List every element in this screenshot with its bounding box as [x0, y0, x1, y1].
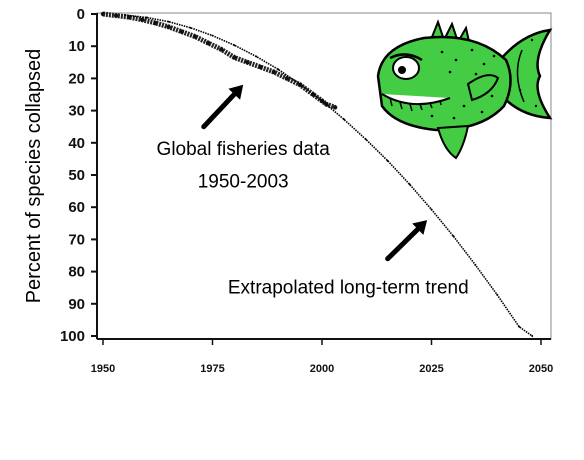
data-point-extrapolated	[233, 44, 236, 47]
series-layer	[100, 11, 534, 337]
data-point-extrapolated	[321, 99, 323, 102]
data-point-observed	[332, 105, 338, 110]
data-point-extrapolated	[408, 183, 411, 186]
y-tick-label: 80	[68, 264, 85, 281]
data-point-observed	[284, 76, 290, 81]
x-tick-label: 2025	[419, 363, 443, 375]
y-tick-label: 100	[60, 328, 85, 345]
y-tick-label: 0	[77, 6, 85, 23]
arrow-shaft	[385, 226, 421, 262]
data-point-extrapolated	[255, 55, 258, 58]
data-point-extrapolated	[496, 293, 499, 296]
y-ticks: 0 10 20 30 40 50 60 70 80 90 100	[60, 6, 97, 345]
series-line-observed	[102, 11, 336, 110]
annotation-label: Extrapolated long-term trend	[228, 278, 469, 299]
data-point-observed	[153, 20, 158, 26]
data-point-observed	[113, 13, 119, 18]
annotation-layer: Global fisheries data 1950-2003 Extrapolat…	[157, 139, 469, 298]
data-point-observed	[258, 64, 263, 70]
data-point-observed	[271, 69, 277, 75]
cartoon-fish-icon	[376, 19, 553, 160]
x-ticks: 1950 1975 2000 2025 2050	[91, 339, 553, 375]
data-point-observed	[100, 11, 106, 17]
data-point-observed	[192, 34, 198, 39]
data-point-extrapolated	[474, 263, 477, 266]
data-point-extrapolated	[299, 83, 302, 86]
data-point-extrapolated	[364, 138, 367, 141]
y-tick-label: 60	[68, 199, 85, 216]
data-point-extrapolated	[277, 68, 280, 71]
arrow-layer	[201, 84, 428, 262]
annotation-label: Global fisheries data	[157, 139, 331, 160]
series-line-extrapolated	[124, 14, 533, 337]
arrow-head	[228, 84, 244, 100]
data-point-extrapolated	[531, 335, 534, 337]
data-point-extrapolated	[518, 325, 521, 328]
data-point-extrapolated	[167, 20, 170, 23]
data-point-extrapolated	[386, 159, 389, 162]
y-tick-label: 50	[68, 167, 85, 184]
data-point-observed	[232, 55, 237, 60]
x-tick-label: 1975	[200, 363, 224, 375]
data-point-extrapolated	[342, 118, 345, 121]
y-axis-title: Percent of species collapsed	[23, 49, 45, 304]
arrow-shaft	[201, 91, 237, 130]
x-tick-label: 2050	[529, 363, 553, 375]
data-point-extrapolated	[123, 13, 126, 16]
y-tick-label: 90	[68, 296, 85, 313]
y-tick-label: 70	[68, 231, 85, 248]
annotation-label: 1950-2003	[198, 171, 289, 192]
data-point-observed	[205, 40, 211, 46]
data-point-observed	[245, 60, 250, 65]
y-tick-label: 20	[68, 70, 85, 87]
data-point-extrapolated	[189, 26, 192, 29]
data-point-observed	[140, 17, 145, 22]
y-tick-label: 30	[68, 103, 85, 120]
data-point-extrapolated	[145, 16, 148, 19]
data-point-observed	[166, 24, 171, 30]
x-tick-label: 1950	[91, 363, 115, 375]
data-point-observed	[219, 47, 224, 52]
arrow-head	[412, 220, 428, 235]
y-tick-label: 40	[68, 135, 85, 152]
data-point-observed	[179, 29, 185, 34]
data-point-extrapolated	[452, 235, 455, 238]
y-tick-label: 10	[68, 38, 85, 55]
data-point-extrapolated	[211, 34, 214, 37]
data-point-extrapolated	[430, 208, 433, 211]
x-tick-label: 2000	[310, 363, 334, 375]
